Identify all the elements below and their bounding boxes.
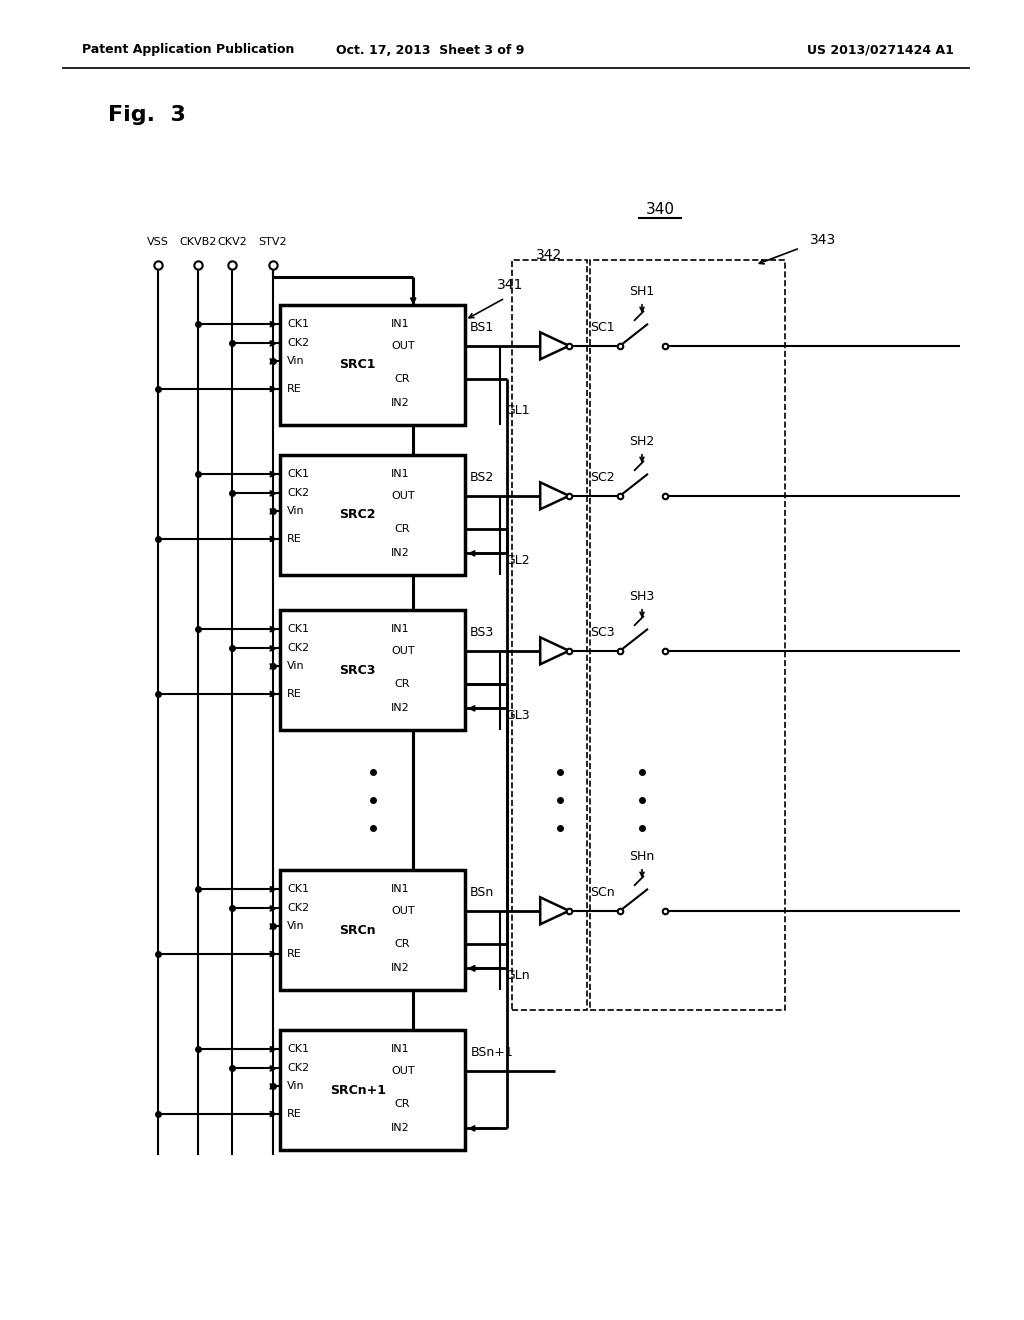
Text: RE: RE bbox=[287, 384, 302, 393]
Text: CK1: CK1 bbox=[287, 319, 309, 329]
Text: IN2: IN2 bbox=[391, 1123, 410, 1134]
Text: CK1: CK1 bbox=[287, 1044, 309, 1055]
Text: 340: 340 bbox=[645, 202, 675, 218]
Text: SC2: SC2 bbox=[591, 471, 615, 484]
Bar bbox=[280, 1030, 465, 1150]
Text: SH3: SH3 bbox=[630, 590, 654, 603]
Text: BS2: BS2 bbox=[470, 471, 495, 484]
Text: CK2: CK2 bbox=[287, 903, 309, 913]
Text: OUT: OUT bbox=[391, 341, 415, 351]
Polygon shape bbox=[541, 333, 569, 359]
Text: OUT: OUT bbox=[391, 491, 415, 500]
Text: IN2: IN2 bbox=[391, 964, 410, 973]
Text: IN2: IN2 bbox=[391, 704, 410, 713]
Text: GL3: GL3 bbox=[505, 709, 529, 722]
Text: IN2: IN2 bbox=[391, 399, 410, 408]
Text: CK1: CK1 bbox=[287, 469, 309, 479]
Text: STV2: STV2 bbox=[259, 238, 288, 247]
Text: IN1: IN1 bbox=[391, 1044, 410, 1055]
Bar bbox=[280, 870, 465, 990]
Text: CKVB2: CKVB2 bbox=[179, 238, 217, 247]
Text: CK2: CK2 bbox=[287, 1064, 309, 1073]
Text: CKV2: CKV2 bbox=[217, 238, 247, 247]
Text: CR: CR bbox=[394, 524, 411, 535]
Text: SRC2: SRC2 bbox=[339, 508, 376, 521]
Text: US 2013/0271424 A1: US 2013/0271424 A1 bbox=[807, 44, 953, 57]
Polygon shape bbox=[541, 898, 569, 924]
Text: CK2: CK2 bbox=[287, 338, 309, 348]
Text: 341: 341 bbox=[497, 279, 523, 292]
Text: OUT: OUT bbox=[391, 645, 415, 656]
Text: BS1: BS1 bbox=[470, 321, 495, 334]
Text: Fig.  3: Fig. 3 bbox=[108, 106, 186, 125]
Text: RE: RE bbox=[287, 535, 302, 544]
Text: CK2: CK2 bbox=[287, 488, 309, 499]
Text: Oct. 17, 2013  Sheet 3 of 9: Oct. 17, 2013 Sheet 3 of 9 bbox=[336, 44, 524, 57]
Text: SH1: SH1 bbox=[630, 285, 654, 298]
Text: Vin: Vin bbox=[287, 1081, 304, 1092]
Text: VSS: VSS bbox=[147, 238, 169, 247]
Bar bbox=[512, 260, 587, 1010]
Text: CR: CR bbox=[394, 375, 411, 384]
Text: SRCn+1: SRCn+1 bbox=[330, 1084, 386, 1097]
Polygon shape bbox=[541, 482, 569, 510]
Text: SCn: SCn bbox=[591, 886, 615, 899]
Text: RE: RE bbox=[287, 949, 302, 960]
Text: BSn+1: BSn+1 bbox=[471, 1045, 514, 1059]
Text: SRC1: SRC1 bbox=[339, 359, 376, 371]
Text: GL1: GL1 bbox=[505, 404, 529, 417]
Polygon shape bbox=[541, 638, 569, 664]
Text: SRCn: SRCn bbox=[339, 924, 376, 936]
Text: 342: 342 bbox=[537, 248, 562, 261]
Text: CR: CR bbox=[394, 1100, 411, 1109]
Text: IN1: IN1 bbox=[391, 624, 410, 634]
Text: CR: CR bbox=[394, 940, 411, 949]
Text: IN2: IN2 bbox=[391, 548, 410, 558]
Text: IN1: IN1 bbox=[391, 319, 410, 329]
Text: SRC3: SRC3 bbox=[340, 664, 376, 676]
Text: OUT: OUT bbox=[391, 906, 415, 916]
Text: Vin: Vin bbox=[287, 661, 304, 672]
Text: SC3: SC3 bbox=[591, 626, 615, 639]
Text: Vin: Vin bbox=[287, 507, 304, 516]
Text: CK1: CK1 bbox=[287, 884, 309, 894]
Bar bbox=[590, 260, 785, 1010]
Text: SHn: SHn bbox=[630, 850, 654, 863]
Text: SH2: SH2 bbox=[630, 434, 654, 447]
Text: CK2: CK2 bbox=[287, 643, 309, 653]
Text: BSn: BSn bbox=[470, 886, 495, 899]
Text: OUT: OUT bbox=[391, 1065, 415, 1076]
Text: Patent Application Publication: Patent Application Publication bbox=[82, 44, 294, 57]
Text: GL2: GL2 bbox=[505, 554, 529, 568]
Text: IN1: IN1 bbox=[391, 884, 410, 894]
Text: 343: 343 bbox=[810, 234, 837, 247]
Bar bbox=[280, 305, 465, 425]
Bar bbox=[280, 455, 465, 576]
Text: IN1: IN1 bbox=[391, 469, 410, 479]
Text: CK1: CK1 bbox=[287, 624, 309, 634]
Text: RE: RE bbox=[287, 689, 302, 700]
Text: SC1: SC1 bbox=[591, 321, 615, 334]
Text: RE: RE bbox=[287, 1109, 302, 1119]
Text: BS3: BS3 bbox=[470, 626, 495, 639]
Text: GLn: GLn bbox=[505, 969, 529, 982]
Bar bbox=[280, 610, 465, 730]
Text: CR: CR bbox=[394, 680, 411, 689]
Text: Vin: Vin bbox=[287, 921, 304, 932]
Text: Vin: Vin bbox=[287, 356, 304, 367]
